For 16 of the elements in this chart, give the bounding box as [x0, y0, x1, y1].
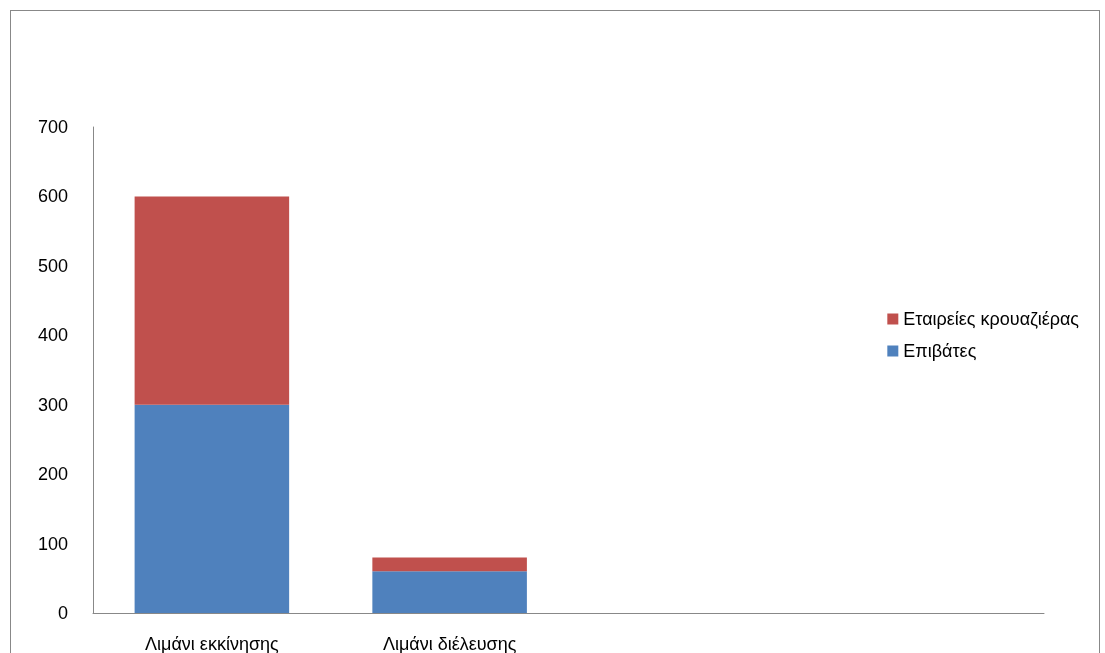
y-tick-label: 200	[37, 464, 68, 485]
bar	[372, 571, 527, 613]
bar	[134, 404, 290, 613]
y-tick-label: 700	[37, 117, 68, 137]
bar	[134, 196, 290, 405]
bar	[372, 557, 527, 572]
y-tick-label: 100	[37, 533, 68, 554]
x-tick-label: Λιμάνι εκκίνησης	[145, 634, 280, 653]
y-tick-label: 600	[37, 186, 68, 207]
y-tick-label: 400	[37, 325, 68, 346]
y-tick-label: 0	[57, 603, 68, 623]
legend-label: Επιβάτες	[903, 341, 977, 361]
legend-label: Εταιρείες κρουαζιέρας	[903, 309, 1080, 329]
y-tick-label: 300	[37, 394, 68, 415]
x-tick-label: Λιμάνι διέλευσης	[382, 634, 517, 653]
y-tick-label: 500	[37, 255, 68, 276]
